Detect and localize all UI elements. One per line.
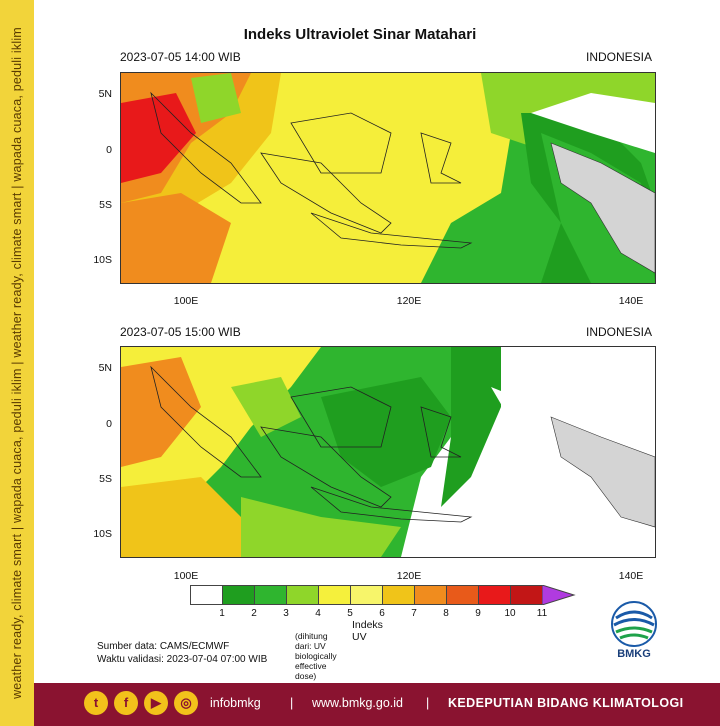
social-handle[interactable]: infobmkg — [210, 696, 261, 710]
colorbar-tick-label: 1 — [219, 608, 225, 619]
lat-label-5n-2: 5N — [98, 362, 112, 374]
source-data: Sumber data: CAMS/ECMWF — [97, 641, 230, 652]
colorbar-cell — [350, 585, 383, 605]
panel-1-datetime: 2023-07-05 14:00 WIB — [120, 50, 241, 64]
panel-2-datetime: 2023-07-05 15:00 WIB — [120, 325, 241, 339]
colorbar-arrow — [542, 585, 576, 605]
colorbar-tick-label: 3 — [283, 608, 289, 619]
colorbar-cell — [382, 585, 415, 605]
footer-separator-1: | — [290, 696, 294, 710]
colorbar-title: Indeks UV — [352, 619, 383, 643]
colorbar-cell — [286, 585, 319, 605]
colorbar-cell — [254, 585, 287, 605]
colorbar-cell — [414, 585, 447, 605]
lon-label-100e-2: 100E — [173, 570, 199, 582]
colorbar-tick-label: 8 — [443, 608, 449, 619]
footer-bar: t f ▶ ◎ infobmkg | www.bmkg.go.id | KEDE… — [34, 683, 720, 726]
lon-label-100e: 100E — [173, 295, 199, 307]
colorbar-cell — [222, 585, 255, 605]
colorbar-tick-label: 5 — [347, 608, 353, 619]
lon-label-140e: 140E — [618, 295, 644, 307]
lat-label-0-2: 0 — [106, 418, 112, 430]
uv-map-panel-15wib — [120, 346, 656, 558]
colorbar-cell — [190, 585, 223, 605]
colorbar-subtitle: (dihitung dari: UV biologically effectiv… — [295, 631, 337, 681]
lon-label-120e: 120E — [396, 295, 422, 307]
website-link[interactable]: www.bmkg.go.id — [312, 696, 404, 710]
colorbar-tick-label: 6 — [379, 608, 385, 619]
colorbar-tick-label: 9 — [475, 608, 481, 619]
sidebar-slogan: weather ready, climate smart | wapada cu… — [10, 27, 24, 699]
colorbar-tick-label: 11 — [536, 608, 548, 619]
lon-label-140e-2: 140E — [618, 570, 644, 582]
colorbar-tick-label: 10 — [504, 608, 516, 619]
bmkg-logo: BMKG — [608, 600, 660, 662]
instagram-icon[interactable]: ◎ — [174, 691, 198, 715]
panel-1-region: INDONESIA — [586, 50, 653, 64]
bmkg-logo-text: BMKG — [617, 648, 651, 660]
lat-label-5n: 5N — [98, 88, 112, 100]
lat-label-10s-2: 10S — [93, 528, 112, 540]
youtube-icon[interactable]: ▶ — [144, 691, 168, 715]
uv-map-14wib — [121, 73, 655, 283]
bmkg-logo-icon — [611, 601, 657, 647]
lat-label-10s: 10S — [93, 254, 112, 266]
colorbar-tick-label: 2 — [251, 608, 257, 619]
department-name: KEDEPUTIAN BIDANG KLIMATOLOGI — [448, 696, 684, 710]
lat-label-5s-2: 5S — [99, 473, 112, 485]
colorbar-tick-label: 4 — [315, 608, 321, 619]
colorbar-cell — [318, 585, 351, 605]
colorbar-tick-label: 7 — [411, 608, 417, 619]
lat-label-0: 0 — [106, 144, 112, 156]
sidebar-stripe: weather ready, climate smart | wapada cu… — [0, 0, 34, 726]
lat-label-5s: 5S — [99, 199, 112, 211]
twitter-icon[interactable]: t — [84, 691, 108, 715]
uv-map-panel-14wib — [120, 72, 656, 284]
facebook-icon[interactable]: f — [114, 691, 138, 715]
uv-map-15wib — [121, 347, 655, 557]
colorbar-cell — [478, 585, 511, 605]
colorbar-cell — [446, 585, 479, 605]
validation-time: Waktu validasi: 2023-07-04 07:00 WIB — [97, 654, 268, 665]
colorbar-cell — [510, 585, 543, 605]
lon-label-120e-2: 120E — [396, 570, 422, 582]
page-title: Indeks Ultraviolet Sinar Matahari — [243, 26, 477, 43]
footer-separator-2: | — [426, 696, 430, 710]
panel-2-region: INDONESIA — [586, 325, 653, 339]
